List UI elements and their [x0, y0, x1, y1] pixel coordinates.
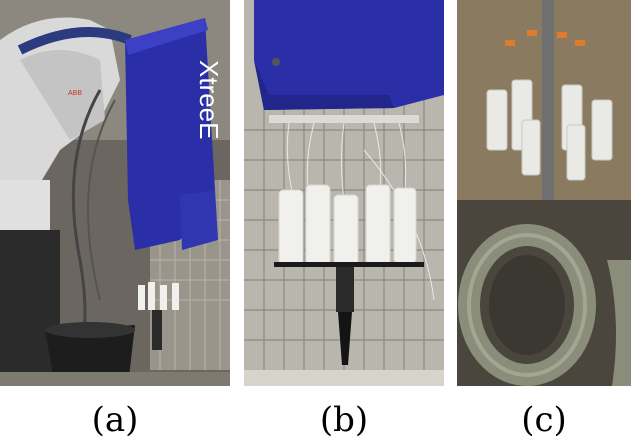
caption-b: (b)	[319, 400, 369, 440]
robot-brand-label: ABB	[68, 90, 82, 97]
photo-spools-closeup	[244, 0, 444, 386]
photo-panel-a: ABB XtreeE	[0, 0, 230, 386]
photo-robot-effector: ABB XtreeE	[0, 0, 230, 386]
effector-brand-label: XtreeE	[194, 60, 224, 140]
photo-panel-c	[457, 0, 631, 386]
photo-panel-b	[244, 0, 444, 386]
caption-c: (c)	[521, 400, 567, 440]
caption-a: (a)	[91, 400, 139, 440]
photo-printed-oval	[457, 0, 631, 386]
